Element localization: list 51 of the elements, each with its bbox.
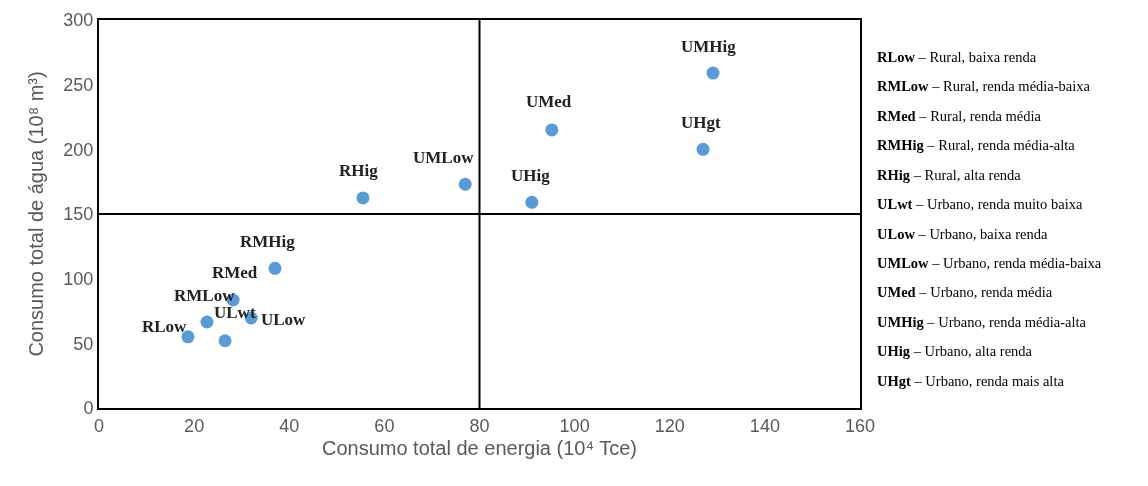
text: ULwt – Urbano, renda muito baixa [877,196,1083,212]
text: UMLow – Urbano, renda média-baixa [877,255,1102,271]
annotation: UMed [526,92,572,111]
y-tick-label: 250 [63,74,94,95]
y-tick-label: 100 [63,268,94,289]
text: ULow – Urbano, baixa renda [877,226,1048,242]
x-axis-title: Consumo total de energia (10⁴ Tce) [321,436,638,459]
y-tick-label: 0 [83,398,94,419]
x-tick-label: 160 [844,415,876,436]
x-tick-label: 140 [749,415,780,436]
text: RMLow – Rural, renda média-baixa [877,78,1091,94]
x-tick-label: 60 [374,415,395,436]
text: UHig – Urbano, alta renda [877,343,1033,359]
annotation: ULow [261,310,307,329]
text: RHig – Rural, alta renda [877,167,1022,183]
text: RMed – Rural, renda média [877,108,1042,124]
y-tick-label: 300 [63,10,94,31]
y-tick-label: 200 [63,139,94,160]
text: RLow – Rural, baixa renda [877,49,1037,65]
point [356,191,370,205]
point [545,123,559,137]
annotation: RHig [339,161,379,180]
text: UMed – Urbano, renda média [877,284,1053,300]
point [268,261,282,275]
annotation: UHgt [681,113,721,132]
x-tick-label: 20 [184,415,205,436]
x-tick-label: 40 [279,415,300,436]
annotation: ULwt [214,303,256,322]
annotation: UMLow [413,148,475,167]
x-tick-label: 120 [654,415,685,436]
point [181,330,195,344]
point [696,142,710,156]
point [706,66,720,80]
y-tick-label: 150 [63,204,94,225]
annotation: RMHig [240,232,296,251]
annotation: RMed [212,263,258,282]
annotation: UMHig [681,37,737,56]
annotation: RLow [142,317,188,336]
annotation: UHig [511,166,551,185]
point [458,177,472,191]
point [218,334,232,348]
point [200,315,214,329]
text: UHgt – Urbano, renda mais alta [877,373,1065,389]
y-tick-label: 50 [73,333,94,354]
point [525,195,539,209]
y-axis-title: Consumo total de água (10⁸ m³) [25,71,48,357]
x-tick-label: 80 [469,415,490,436]
text: UMHig – Urbano, renda média-alta [877,314,1087,330]
annotation: RMLow [174,286,236,305]
x-tick-label: 100 [559,415,590,436]
text: RMHig – Rural, renda média-alta [877,137,1076,153]
